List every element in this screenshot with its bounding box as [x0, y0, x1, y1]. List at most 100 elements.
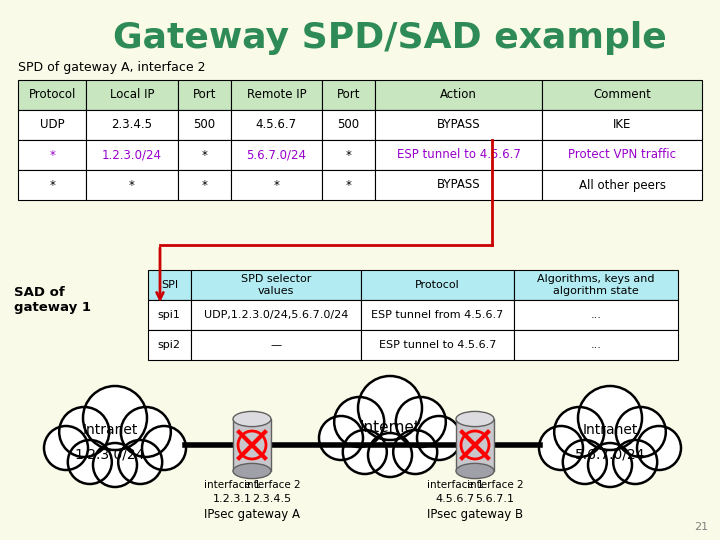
- Text: Internet: Internet: [359, 421, 420, 435]
- Text: Remote IP: Remote IP: [246, 89, 306, 102]
- Circle shape: [393, 430, 437, 474]
- Bar: [456, 419, 494, 471]
- Bar: [542, 80, 702, 110]
- Text: 500: 500: [193, 118, 215, 132]
- Bar: [191, 300, 361, 330]
- Text: Gateway SPD/SAD example: Gateway SPD/SAD example: [113, 21, 667, 55]
- Circle shape: [68, 440, 112, 484]
- Bar: [322, 110, 375, 140]
- Circle shape: [44, 426, 88, 470]
- Text: 5.6.7.0/24: 5.6.7.0/24: [246, 148, 307, 161]
- Bar: [322, 170, 375, 200]
- Bar: [375, 80, 542, 110]
- Text: 5.6.7.0/24: 5.6.7.0/24: [575, 447, 645, 461]
- Text: interface 1: interface 1: [427, 480, 483, 490]
- Bar: [18, 110, 86, 140]
- Text: 5.6.7.1: 5.6.7.1: [475, 494, 515, 504]
- Text: Protocol: Protocol: [415, 280, 460, 290]
- Text: *: *: [49, 148, 55, 161]
- Text: *: *: [49, 179, 55, 192]
- Text: UDP: UDP: [40, 118, 65, 132]
- Text: 1.2.3.1: 1.2.3.1: [212, 494, 251, 504]
- Text: interface 1: interface 1: [204, 480, 261, 490]
- Text: Action: Action: [441, 89, 477, 102]
- Circle shape: [396, 397, 446, 447]
- Circle shape: [358, 376, 422, 440]
- Bar: [86, 110, 178, 140]
- Bar: [513, 330, 678, 360]
- Text: 500: 500: [338, 118, 360, 132]
- Circle shape: [343, 430, 387, 474]
- Circle shape: [417, 416, 461, 460]
- Text: interface 2: interface 2: [467, 480, 523, 490]
- Bar: [542, 140, 702, 170]
- Text: ...: ...: [590, 340, 601, 350]
- Bar: [231, 170, 322, 200]
- Ellipse shape: [456, 463, 494, 478]
- Text: interface 2: interface 2: [243, 480, 300, 490]
- Text: ...: ...: [590, 310, 601, 320]
- Text: Algorithms, keys and
algorithm state: Algorithms, keys and algorithm state: [537, 274, 654, 296]
- Bar: [178, 140, 231, 170]
- Bar: [178, 80, 231, 110]
- Circle shape: [118, 440, 162, 484]
- Bar: [361, 270, 513, 300]
- Text: spi2: spi2: [158, 340, 181, 350]
- Bar: [375, 110, 542, 140]
- Bar: [322, 80, 375, 110]
- Circle shape: [613, 440, 657, 484]
- Text: Intranet: Intranet: [82, 423, 138, 437]
- Bar: [513, 300, 678, 330]
- Bar: [361, 330, 513, 360]
- Bar: [322, 140, 375, 170]
- Ellipse shape: [456, 411, 494, 427]
- Text: spi1: spi1: [158, 310, 181, 320]
- Text: IPsec gateway B: IPsec gateway B: [427, 508, 523, 521]
- Text: *: *: [202, 179, 207, 192]
- Text: SPI: SPI: [161, 280, 178, 290]
- Bar: [148, 330, 191, 360]
- Text: IKE: IKE: [613, 118, 631, 132]
- Bar: [191, 330, 361, 360]
- Text: *: *: [274, 179, 279, 192]
- Text: 4.5.6.7: 4.5.6.7: [436, 494, 474, 504]
- Text: UDP,1.2.3.0/24,5.6.7.0/24: UDP,1.2.3.0/24,5.6.7.0/24: [204, 310, 348, 320]
- Bar: [361, 300, 513, 330]
- Text: IPsec gateway A: IPsec gateway A: [204, 508, 300, 521]
- Circle shape: [93, 443, 137, 487]
- Text: 2.3.4.5: 2.3.4.5: [112, 118, 153, 132]
- Bar: [542, 170, 702, 200]
- Text: ESP tunnel from 4.5.6.7: ESP tunnel from 4.5.6.7: [372, 310, 503, 320]
- Bar: [231, 110, 322, 140]
- Text: ESP tunnel to 4.5.6.7: ESP tunnel to 4.5.6.7: [397, 148, 521, 161]
- Text: Port: Port: [337, 89, 360, 102]
- Text: Protect VPN traffic: Protect VPN traffic: [568, 148, 676, 161]
- Text: *: *: [346, 179, 351, 192]
- Text: Local IP: Local IP: [109, 89, 154, 102]
- Bar: [191, 270, 361, 300]
- Text: All other peers: All other peers: [579, 179, 666, 192]
- Text: *: *: [129, 179, 135, 192]
- Text: BYPASS: BYPASS: [437, 118, 481, 132]
- Text: 2.3.4.5: 2.3.4.5: [253, 494, 292, 504]
- Bar: [86, 170, 178, 200]
- Circle shape: [539, 426, 583, 470]
- Text: 1.2.3.0/24: 1.2.3.0/24: [75, 447, 145, 461]
- Bar: [86, 80, 178, 110]
- Circle shape: [554, 407, 604, 457]
- Bar: [18, 140, 86, 170]
- Circle shape: [637, 426, 681, 470]
- Text: Protocol: Protocol: [29, 89, 76, 102]
- Circle shape: [368, 433, 412, 477]
- Bar: [513, 270, 678, 300]
- Circle shape: [83, 386, 147, 450]
- Bar: [18, 170, 86, 200]
- Text: ESP tunnel to 4.5.6.7: ESP tunnel to 4.5.6.7: [379, 340, 496, 350]
- Text: SAD of
gateway 1: SAD of gateway 1: [14, 286, 91, 314]
- Bar: [375, 140, 542, 170]
- Circle shape: [616, 407, 666, 457]
- Bar: [231, 140, 322, 170]
- Bar: [86, 140, 178, 170]
- Text: Port: Port: [192, 89, 216, 102]
- Bar: [178, 170, 231, 200]
